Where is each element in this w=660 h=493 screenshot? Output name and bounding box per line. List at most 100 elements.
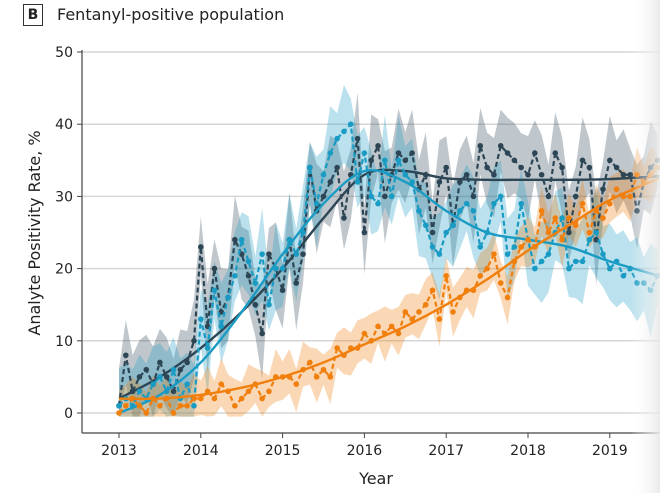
data-point xyxy=(320,171,327,178)
data-point xyxy=(457,179,463,185)
data-point xyxy=(191,338,197,344)
data-point xyxy=(238,395,245,402)
data-point xyxy=(538,258,545,265)
data-point xyxy=(545,229,552,236)
data-point xyxy=(586,229,593,236)
data-point xyxy=(552,215,559,221)
data-point xyxy=(293,280,300,286)
data-point xyxy=(232,402,238,409)
data-point xyxy=(170,366,177,373)
trend-line xyxy=(118,177,660,401)
data-point xyxy=(538,208,545,214)
data-point xyxy=(300,251,306,257)
data-point xyxy=(579,157,586,164)
y-tick-label: 20 xyxy=(55,262,73,278)
data-point xyxy=(266,388,272,395)
data-point xyxy=(586,236,593,243)
data-point xyxy=(116,402,122,409)
data-point xyxy=(368,157,375,164)
data-point xyxy=(477,143,484,149)
data-point xyxy=(504,294,511,301)
data-point xyxy=(163,374,170,380)
data-point xyxy=(313,200,320,207)
data-point xyxy=(532,150,538,156)
data-point xyxy=(504,150,511,156)
y-tick-label: 50 xyxy=(55,45,73,61)
data-point xyxy=(572,258,579,265)
data-point xyxy=(191,402,197,409)
data-point xyxy=(388,193,395,200)
data-point xyxy=(559,236,565,243)
monthly-line xyxy=(118,121,659,408)
data-point xyxy=(266,301,272,308)
data-point xyxy=(347,121,354,127)
data-point xyxy=(477,244,484,250)
data-point xyxy=(320,193,327,200)
data-point xyxy=(198,395,204,402)
data-point xyxy=(402,309,409,315)
data-point xyxy=(402,157,409,164)
data-point xyxy=(450,309,456,315)
data-point xyxy=(341,215,347,221)
data-point xyxy=(443,164,450,171)
data-point xyxy=(436,251,443,257)
data-point xyxy=(368,193,375,200)
data-point xyxy=(361,229,368,236)
data-point xyxy=(491,251,497,257)
data-point xyxy=(259,251,265,257)
data-point xyxy=(259,330,265,337)
data-point xyxy=(429,229,436,236)
data-point xyxy=(150,381,156,387)
data-point xyxy=(116,410,122,416)
y-axis-label: Analyte Positivity Rate, % xyxy=(25,130,44,335)
data-point xyxy=(204,345,211,351)
data-point xyxy=(245,388,252,395)
data-point xyxy=(327,374,334,380)
data-point xyxy=(518,244,524,250)
data-point xyxy=(334,164,340,171)
data-point xyxy=(545,193,552,200)
data-point xyxy=(170,388,177,395)
data-point xyxy=(286,236,293,243)
x-axis-label: Year xyxy=(358,469,393,488)
data-point xyxy=(252,301,259,308)
chart-title: Fentanyl-positive population xyxy=(57,5,285,24)
data-point xyxy=(279,287,286,294)
x-tick-label: 2016 xyxy=(347,443,383,459)
data-point xyxy=(293,251,300,257)
data-point xyxy=(327,179,334,185)
data-point xyxy=(238,236,245,243)
panel-label: B xyxy=(23,4,43,26)
data-point xyxy=(136,402,143,409)
data-point xyxy=(525,236,531,243)
data-point xyxy=(429,287,436,294)
data-point xyxy=(593,229,599,236)
data-point xyxy=(245,258,252,265)
data-point xyxy=(327,150,334,156)
data-point xyxy=(525,171,531,178)
data-point xyxy=(422,301,429,308)
data-point xyxy=(579,258,586,265)
data-point xyxy=(123,402,129,409)
data-point xyxy=(566,215,572,221)
data-point xyxy=(572,193,579,200)
data-point xyxy=(225,294,231,301)
data-point xyxy=(607,265,613,272)
data-point xyxy=(620,273,627,279)
data-point xyxy=(559,215,565,221)
data-point xyxy=(607,200,613,207)
data-point xyxy=(436,179,443,185)
data-point xyxy=(361,150,368,156)
data-point xyxy=(497,193,504,200)
data-point xyxy=(579,200,586,207)
data-point xyxy=(409,179,415,185)
data-point xyxy=(416,309,422,315)
data-point xyxy=(279,265,286,272)
data-point xyxy=(600,215,606,221)
data-point xyxy=(504,251,511,257)
data-point xyxy=(177,366,184,373)
data-point xyxy=(232,236,238,243)
data-point xyxy=(477,273,484,279)
y-tick-label: 30 xyxy=(55,189,73,205)
ci-band xyxy=(119,92,658,417)
